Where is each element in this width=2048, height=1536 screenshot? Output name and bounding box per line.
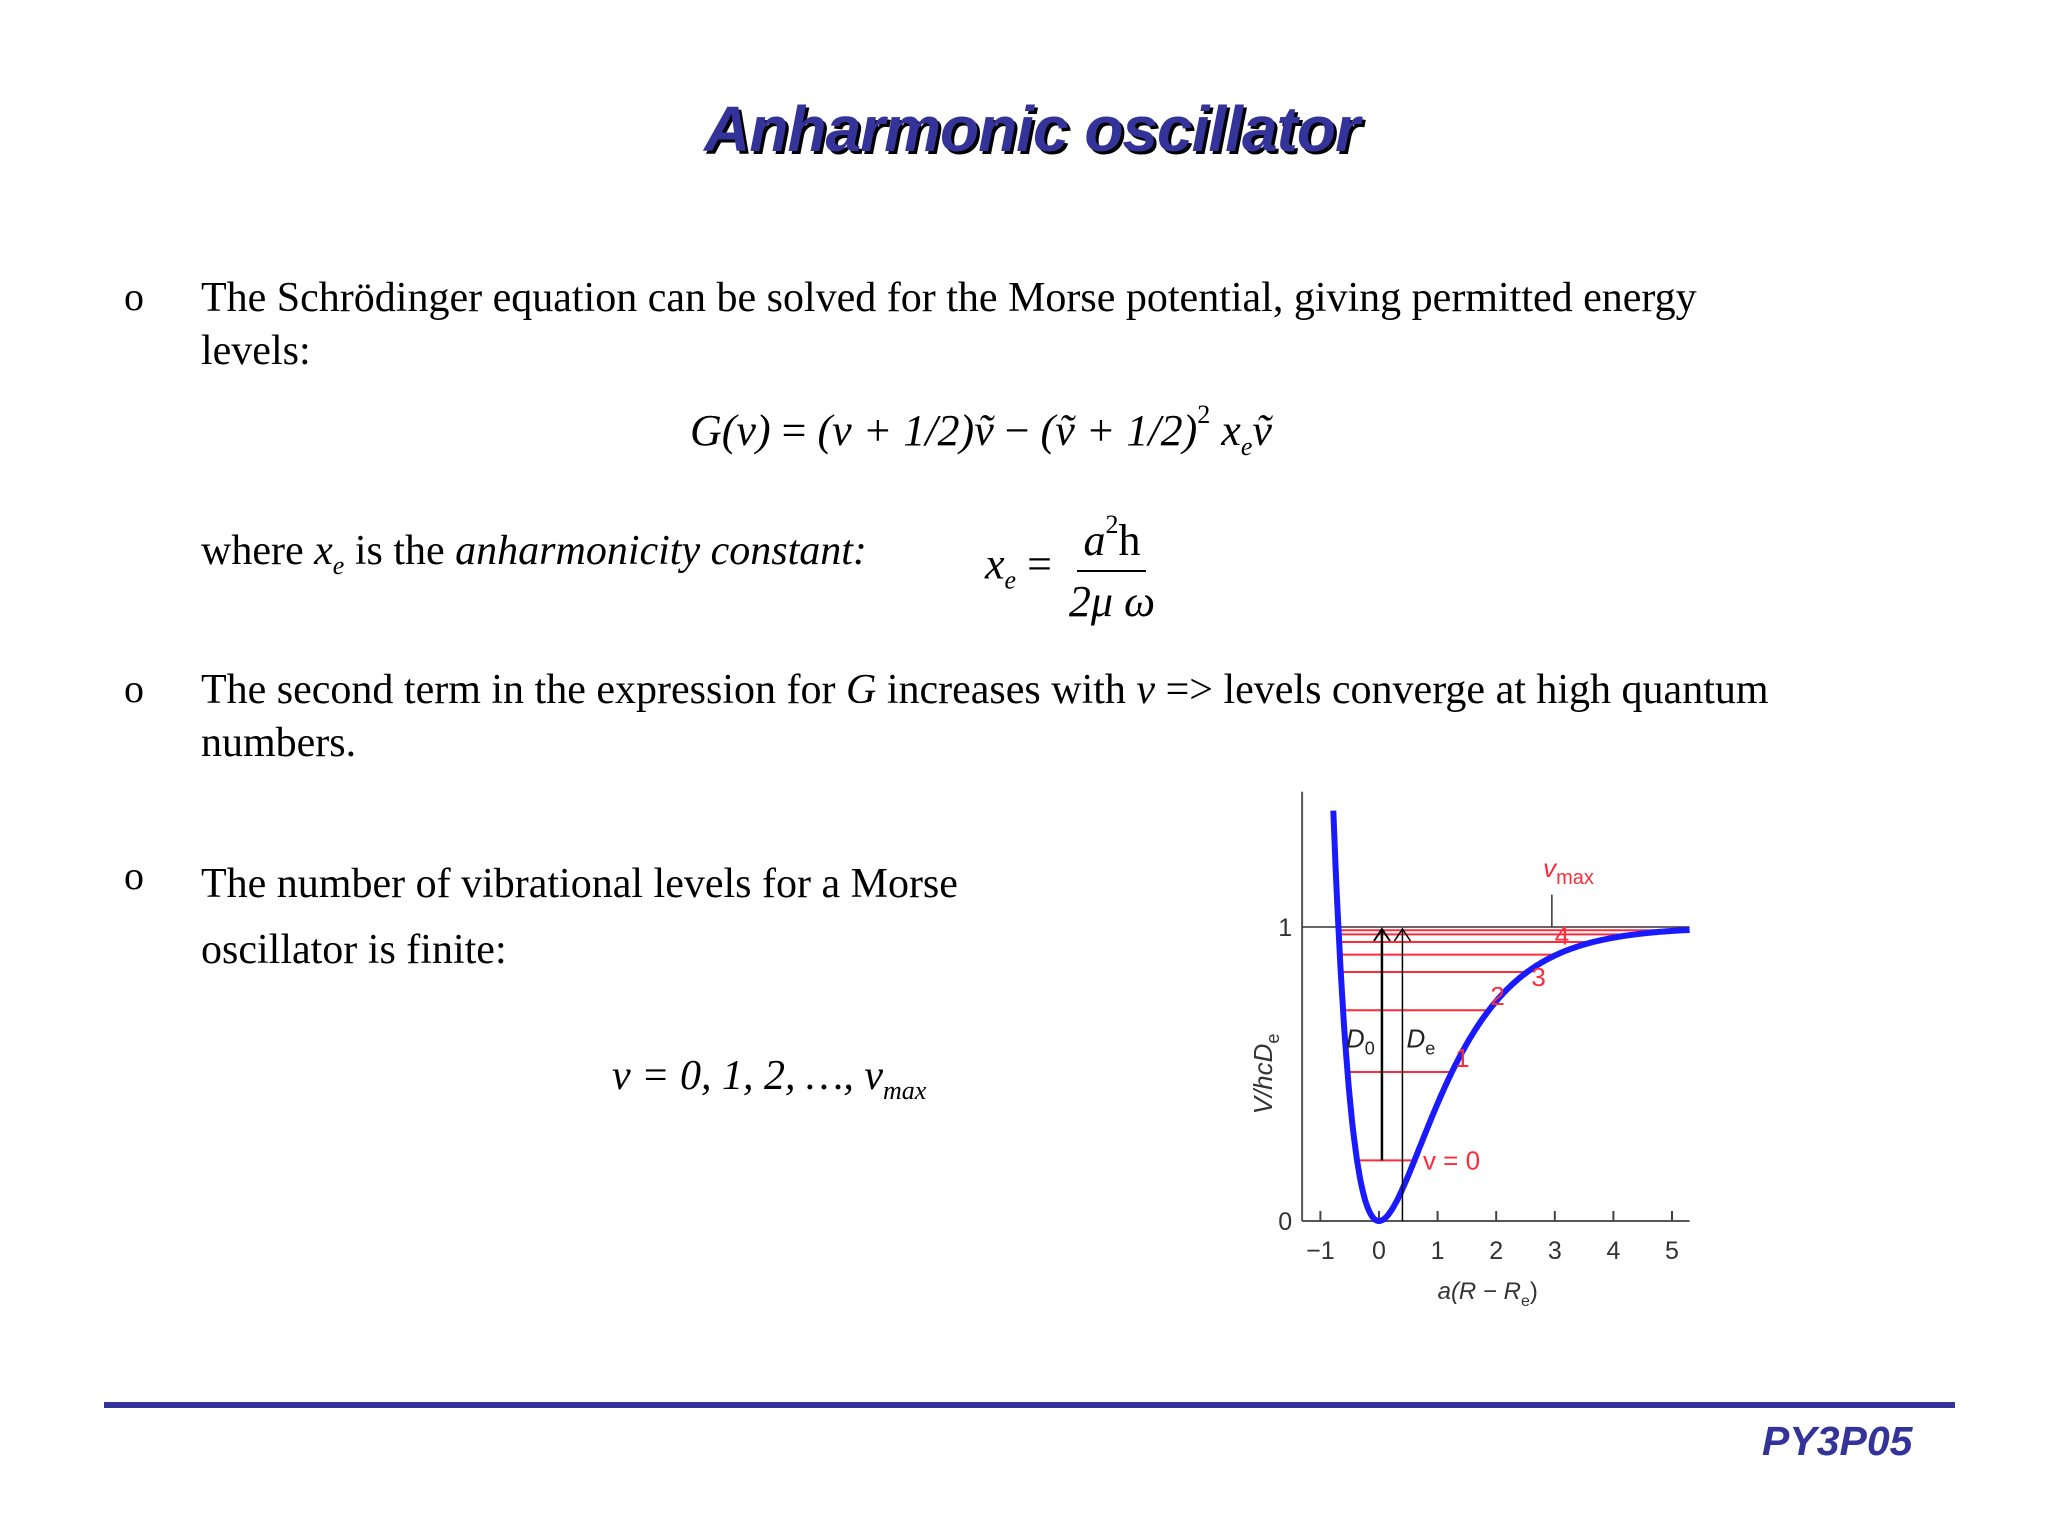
b2-G: G (845, 667, 877, 713)
y-axis-label-main: V/hcD (1248, 1044, 1278, 1115)
fraction: a2h 2μ ω (1063, 510, 1161, 627)
vmax-label-sub: max (1556, 867, 1594, 889)
footer-rule (104, 1402, 1955, 1408)
y-tick-label: 0 (1278, 1208, 1292, 1236)
slide-title: Anharmonic oscillator (704, 93, 1360, 165)
x-axis-label-sub: e (1521, 1293, 1530, 1310)
eq-nu: ṽ (974, 406, 994, 455)
b2-v: v (1136, 667, 1156, 713)
bullet-1-line2: levels: (201, 328, 311, 374)
bullet-marker: o (124, 666, 144, 711)
x-tick-label: −1 (1306, 1237, 1335, 1265)
frac-equals: = (1027, 539, 1052, 589)
bullet-marker: o (124, 274, 144, 319)
level-label: 1 (1455, 1043, 1469, 1073)
levels-text: v = 0, 1, 2, …, v (612, 1053, 883, 1099)
vibrational-levels-equation: v = 0, 1, 2, …, vmax (612, 1052, 926, 1106)
bullet-2-text: The second term in the expression for G … (201, 664, 1769, 770)
bullet-1-line1: The Schrödinger equation can be solved f… (201, 275, 1697, 321)
vmax-label-main: v (1543, 853, 1558, 883)
level-label: 3 (1531, 962, 1545, 992)
frac-x-sub: e (1004, 565, 1017, 595)
num-square: 2 (1105, 510, 1119, 539)
num-h: h (1118, 516, 1141, 565)
levels-sub: max (882, 1076, 927, 1105)
x-tick-label: 0 (1372, 1237, 1386, 1265)
x-axis-label: a(R − Re) (1438, 1278, 1538, 1310)
y-tick-label: 1 (1278, 914, 1292, 942)
where-x: x (314, 528, 333, 574)
bullet-2-line2: numbers. (201, 720, 357, 766)
D0-label-main: D (1346, 1024, 1365, 1054)
energy-level-equation: G(v) = (v + 1/2)ṽ − (ṽ + 1/2)2 xeṽ (690, 400, 1272, 462)
eq-x: x (1221, 406, 1241, 455)
eq-square: 2 (1197, 400, 1211, 429)
anharmonicity-fraction: xe = a2h 2μ ω (985, 510, 1161, 627)
x-tick-label: 5 (1665, 1237, 1679, 1265)
x-tick-label: 2 (1489, 1237, 1503, 1265)
course-code: PY3P05 (1762, 1418, 1913, 1464)
x-tick-label: 3 (1548, 1237, 1562, 1265)
where-pre: where (201, 528, 315, 574)
vmax-label: vmax (1543, 853, 1594, 889)
b2-mid: increases with (876, 667, 1137, 713)
y-axis-label: V/hcDe (1248, 1034, 1283, 1115)
bullet-marker: o (124, 853, 144, 898)
bullet-1-text: The Schrödinger equation can be solved f… (201, 272, 1697, 378)
fraction-denominator: 2μ ω (1063, 572, 1161, 627)
eq-term1: (v + 1/2) (817, 406, 975, 455)
eq-term2: (ṽ + 1/2) (1040, 406, 1198, 455)
x-tick-label: 4 (1606, 1237, 1620, 1265)
frac-x: x (985, 539, 1005, 589)
D0-label: D0 (1346, 1024, 1375, 1059)
eq-nu-2: ṽ (1252, 406, 1272, 455)
x-axis-label-main: a(R − R (1438, 1278, 1521, 1305)
where-line: where xe is the anharmonicity constant: (201, 525, 867, 592)
De-arrowhead (1393, 927, 1412, 942)
D0-arrowhead (1373, 927, 1391, 942)
den-text: 2μ ω (1068, 577, 1156, 626)
D0-label-sub: 0 (1365, 1039, 1375, 1059)
eq-x-sub: e (1240, 432, 1253, 461)
x-axis-label-end: ) (1530, 1278, 1538, 1305)
bullet-3-line1: The number of vibrational levels for a M… (201, 861, 958, 907)
x-tick-label: 1 (1431, 1237, 1445, 1265)
bullet-3-text: The number of vibrational levels for a M… (201, 851, 958, 983)
anharmonicity-term: anharmonicity constant: (455, 528, 867, 574)
morse-curve (1330, 810, 1690, 1225)
y-axis-label-sub: e (1263, 1034, 1283, 1044)
De-label-main: D (1406, 1024, 1425, 1054)
level-label: 2 (1490, 981, 1504, 1011)
num-a: a (1083, 516, 1106, 565)
where-mid: is the (344, 528, 456, 574)
level-label: v = 0 (1423, 1145, 1480, 1175)
bullet-3-line2: oscillator is finite: (201, 927, 507, 973)
eq-equals: = (770, 406, 818, 455)
bullet-2-line1: The second term in the expression for G … (201, 664, 1769, 717)
De-label-sub: e (1425, 1039, 1435, 1059)
De-label: De (1406, 1024, 1435, 1059)
eq-minus: − (993, 406, 1041, 455)
eq-lhs: G(v) (690, 406, 771, 455)
b2-post: => levels converge at high quantum (1155, 667, 1769, 713)
b2-pre: The second term in the expression for (201, 667, 846, 713)
fraction-numerator: a2h (1077, 510, 1147, 572)
level-label: 4 (1555, 920, 1569, 950)
where-x-sub: e (332, 551, 345, 580)
